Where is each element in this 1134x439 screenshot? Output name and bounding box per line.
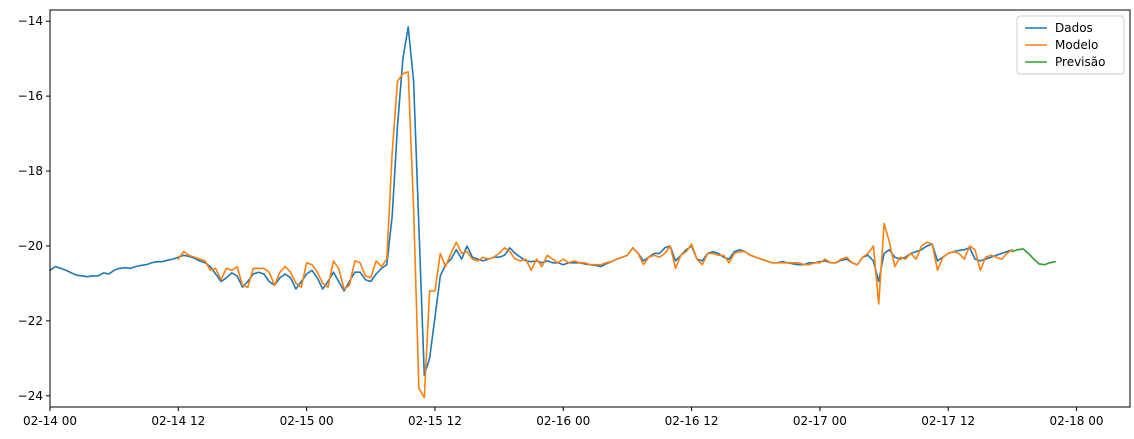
x-tick-label: 02-16 00 bbox=[536, 414, 590, 428]
x-tick-label: 02-14 12 bbox=[151, 414, 205, 428]
series-line-1 bbox=[177, 71, 1014, 399]
legend-label: Dados bbox=[1055, 21, 1093, 35]
y-tick-label: −20 bbox=[18, 239, 43, 253]
axes-frame bbox=[49, 9, 1131, 408]
x-tick-label: 02-14 00 bbox=[23, 414, 77, 428]
series-line-2 bbox=[1011, 248, 1056, 266]
series-layer bbox=[49, 26, 1056, 399]
legend-box bbox=[1016, 15, 1125, 75]
y-tick-label: −24 bbox=[18, 389, 43, 403]
legend: Dados Modelo Previsão bbox=[1016, 15, 1125, 75]
y-tick-label: −18 bbox=[18, 164, 43, 178]
y-tick-label: −16 bbox=[18, 89, 43, 103]
x-tick-label: 02-15 12 bbox=[408, 414, 462, 428]
x-axis-ticks: 02-14 00 02-14 12 02-15 00 02-15 12 02-16 00… bbox=[23, 407, 1104, 428]
x-tick-label: 02-17 12 bbox=[921, 414, 975, 428]
y-tick-label: −22 bbox=[18, 314, 43, 328]
y-tick-label: −14 bbox=[18, 14, 43, 28]
legend-label: Modelo bbox=[1055, 38, 1098, 52]
y-axis-ticks: −24 −22 −20 −18 −16 −14 bbox=[18, 14, 50, 403]
x-tick-label: 02-17 00 bbox=[793, 414, 847, 428]
x-tick-label: 02-16 12 bbox=[665, 414, 719, 428]
legend-label: Previsão bbox=[1055, 55, 1105, 69]
x-tick-label: 02-15 00 bbox=[280, 414, 334, 428]
x-tick-label: 02-18 00 bbox=[1050, 414, 1104, 428]
